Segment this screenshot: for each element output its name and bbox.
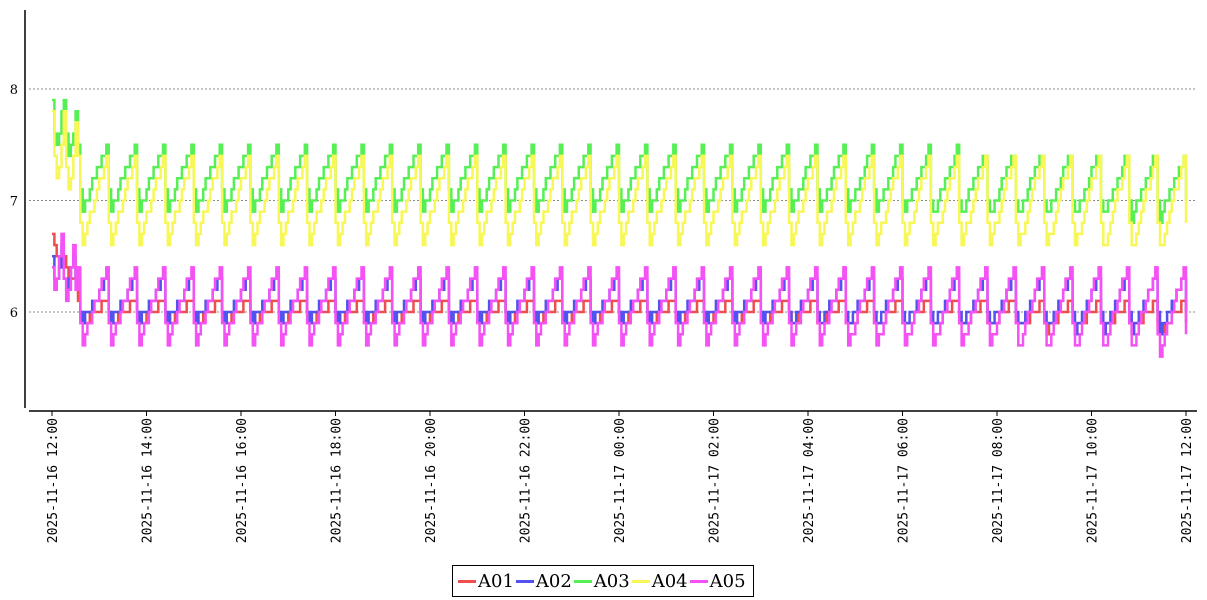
y-tick-label: 7 — [10, 195, 18, 210]
y-tick-labels: 6 7 8 — [10, 83, 18, 321]
x-tick-label: 2025-11-17 02:00 — [708, 418, 723, 543]
legend-item-a01: A01 — [458, 571, 514, 592]
legend-label: A05 — [709, 570, 746, 592]
legend-swatch — [573, 579, 592, 583]
x-tick-label: 2025-11-17 08:00 — [991, 418, 1006, 543]
series-layer — [52, 98, 1188, 358]
legend-item-a03: A03 — [573, 570, 630, 592]
x-tick-label: 2025-11-17 06:00 — [897, 418, 912, 543]
series-line-a05 — [52, 232, 1188, 358]
x-tick-label: 2025-11-16 14:00 — [141, 418, 156, 543]
x-tick-label: 2025-11-17 12:00 — [1180, 418, 1195, 543]
legend-swatch — [689, 579, 708, 583]
y-tick-label: 6 — [10, 306, 18, 321]
x-tick-label: 2025-11-16 20:00 — [424, 418, 439, 543]
legend-item-a05: A05 — [689, 570, 746, 592]
legend-swatch — [458, 579, 476, 583]
x-tick-labels: 2025-11-16 12:00 2025-11-16 14:00 2025-11-… — [46, 411, 1195, 543]
y-tick-label: 8 — [10, 83, 18, 98]
legend-label: A02 — [535, 570, 572, 592]
x-tick-label: 2025-11-16 18:00 — [330, 418, 345, 543]
x-tick-label: 2025-11-17 10:00 — [1086, 418, 1101, 543]
legend-label: A01 — [478, 570, 514, 592]
series-line-a04 — [52, 110, 1188, 247]
x-tick-label: 2025-11-16 12:00 — [46, 418, 61, 543]
legend-label: A04 — [651, 570, 688, 592]
series-line-a03 — [52, 98, 1188, 225]
legend-swatch — [631, 579, 650, 583]
legend-item-a04: A04 — [631, 570, 688, 592]
x-tick-label: 2025-11-17 00:00 — [613, 418, 628, 543]
x-tick-label: 2025-11-16 22:00 — [519, 418, 534, 543]
legend-swatch — [515, 579, 534, 583]
legend: A01 A02 A03 A04 A05 — [452, 565, 754, 597]
x-tick-label: 2025-11-16 16:00 — [235, 418, 250, 543]
legend-label: A03 — [593, 570, 630, 592]
x-tick-label: 2025-11-17 04:00 — [802, 418, 817, 543]
legend-item-a02: A02 — [515, 570, 572, 592]
